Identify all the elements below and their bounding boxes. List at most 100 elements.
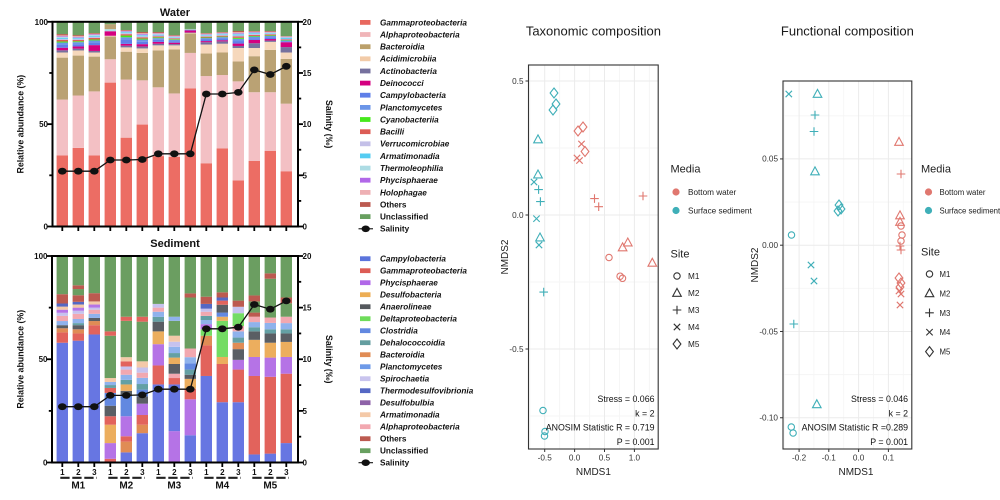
svg-text:Holophagae: Holophagae (380, 188, 427, 197)
svg-text:Relative abundance (%): Relative abundance (%) (16, 75, 26, 174)
svg-text:M2: M2 (940, 289, 951, 298)
svg-text:NMDS2: NMDS2 (500, 239, 511, 274)
svg-text:0.0: 0.0 (853, 454, 865, 463)
svg-text:M4: M4 (215, 481, 229, 492)
svg-text:Actinobacteria: Actinobacteria (379, 67, 437, 76)
svg-text:Sediment: Sediment (150, 238, 200, 250)
svg-text:0.00: 0.00 (762, 241, 778, 250)
svg-text:0: 0 (303, 459, 308, 468)
svg-text:0.5: 0.5 (512, 77, 524, 86)
svg-text:0.0: 0.0 (569, 454, 581, 463)
svg-text:Alphaproteobacteria: Alphaproteobacteria (379, 423, 460, 432)
svg-text:1: 1 (108, 468, 113, 477)
svg-text:3: 3 (92, 468, 97, 477)
svg-text:15: 15 (303, 69, 312, 78)
svg-text:M5: M5 (688, 340, 700, 349)
svg-text:2: 2 (124, 468, 129, 477)
svg-text:Stress = 0.046: Stress = 0.046 (851, 394, 908, 404)
svg-text:Deinococci: Deinococci (380, 79, 424, 88)
svg-text:20: 20 (303, 252, 312, 261)
svg-text:Surface sediment: Surface sediment (940, 207, 1000, 216)
svg-text:0.5: 0.5 (599, 454, 611, 463)
svg-text:Dehalococcoidia: Dehalococcoidia (380, 339, 446, 348)
svg-text:Salinity (‰): Salinity (‰) (324, 335, 334, 383)
svg-text:M2: M2 (119, 481, 133, 492)
svg-text:Unclassified: Unclassified (380, 213, 428, 222)
svg-text:Unclassified: Unclassified (380, 447, 428, 456)
svg-text:Site: Site (921, 247, 940, 259)
svg-text:15: 15 (303, 304, 312, 313)
svg-text:0: 0 (303, 223, 308, 232)
svg-text:Clostridia: Clostridia (380, 327, 418, 336)
svg-text:Salinity: Salinity (380, 225, 410, 234)
svg-text:3: 3 (236, 468, 241, 477)
svg-text:Campylobacteria: Campylobacteria (380, 91, 446, 100)
svg-text:Acidimicrobiia: Acidimicrobiia (379, 55, 437, 64)
svg-text:10: 10 (303, 355, 312, 364)
svg-text:5: 5 (303, 407, 308, 416)
svg-text:5: 5 (303, 171, 308, 180)
svg-text:50: 50 (39, 120, 48, 129)
svg-text:Functional composition: Functional composition (781, 24, 914, 39)
svg-text:Desulfobacteria: Desulfobacteria (380, 291, 442, 300)
svg-text:Water: Water (160, 7, 191, 19)
svg-text:Media: Media (921, 164, 952, 176)
svg-text:3: 3 (188, 468, 193, 477)
svg-text:Relative abundance (%): Relative abundance (%) (15, 310, 25, 409)
svg-text:Others: Others (380, 435, 407, 444)
svg-text:M3: M3 (688, 306, 700, 315)
svg-text:P = 0.001: P = 0.001 (870, 437, 908, 447)
svg-text:k = 2: k = 2 (635, 408, 654, 418)
svg-text:Bacteroidia: Bacteroidia (380, 351, 425, 360)
svg-text:Bacilli: Bacilli (380, 128, 405, 137)
svg-text:1: 1 (204, 468, 209, 477)
svg-text:Thermoleophilia: Thermoleophilia (380, 164, 444, 173)
svg-text:M2: M2 (688, 289, 700, 298)
svg-text:Gammaproteobacteria: Gammaproteobacteria (380, 267, 467, 276)
svg-text:NMDS1: NMDS1 (576, 467, 611, 478)
svg-text:3: 3 (140, 468, 145, 477)
svg-text:Salinity: Salinity (380, 459, 410, 468)
svg-text:0.0: 0.0 (512, 211, 524, 220)
svg-text:50: 50 (39, 355, 48, 364)
svg-text:Gammaproteobacteria: Gammaproteobacteria (380, 18, 467, 27)
svg-text:20: 20 (303, 18, 312, 27)
svg-text:Verrucomicrobiae: Verrucomicrobiae (380, 140, 450, 149)
svg-text:Phycisphaerae: Phycisphaerae (380, 279, 438, 288)
svg-text:100: 100 (34, 252, 48, 261)
svg-text:NMDS2: NMDS2 (750, 247, 761, 282)
svg-text:Planctomycetes: Planctomycetes (380, 103, 443, 112)
svg-text:ANOSIM Statistic R =0.289: ANOSIM Statistic R =0.289 (802, 423, 908, 433)
svg-text:Bottom water: Bottom water (940, 188, 986, 197)
svg-text:-0.1: -0.1 (822, 454, 837, 463)
svg-text:0.05: 0.05 (762, 155, 778, 164)
svg-text:Stress = 0.066: Stress = 0.066 (598, 394, 655, 404)
svg-text:2: 2 (268, 468, 273, 477)
svg-text:Campylobacteria: Campylobacteria (380, 255, 446, 264)
svg-text:-0.2: -0.2 (792, 454, 807, 463)
svg-text:k = 2: k = 2 (889, 408, 908, 418)
svg-text:1: 1 (156, 468, 161, 477)
svg-text:Desulfobulbia: Desulfobulbia (380, 399, 435, 408)
svg-text:0.1: 0.1 (883, 454, 895, 463)
svg-text:1.0: 1.0 (629, 454, 641, 463)
svg-text:M3: M3 (167, 481, 181, 492)
svg-text:2: 2 (172, 468, 177, 477)
svg-text:Site: Site (671, 249, 690, 261)
svg-text:Spirochaetia: Spirochaetia (380, 375, 430, 384)
svg-text:Salinity (‰): Salinity (‰) (324, 100, 334, 148)
svg-text:Phycisphaerae: Phycisphaerae (380, 176, 438, 185)
svg-text:Armatimonadia: Armatimonadia (379, 152, 440, 161)
svg-text:M1: M1 (940, 270, 951, 279)
svg-text:M5: M5 (263, 481, 277, 492)
svg-text:-0.05: -0.05 (759, 327, 778, 336)
svg-text:M1: M1 (71, 481, 85, 492)
svg-text:1: 1 (252, 468, 257, 477)
svg-text:Alphaproteobacteria: Alphaproteobacteria (379, 30, 460, 39)
svg-text:Armatimonadia: Armatimonadia (379, 411, 440, 420)
svg-text:P = 0.001: P = 0.001 (617, 437, 655, 447)
svg-text:M5: M5 (940, 348, 951, 357)
svg-text:Bacteroidia: Bacteroidia (380, 43, 425, 52)
svg-text:Surface sediment: Surface sediment (688, 207, 752, 216)
svg-text:2: 2 (220, 468, 225, 477)
